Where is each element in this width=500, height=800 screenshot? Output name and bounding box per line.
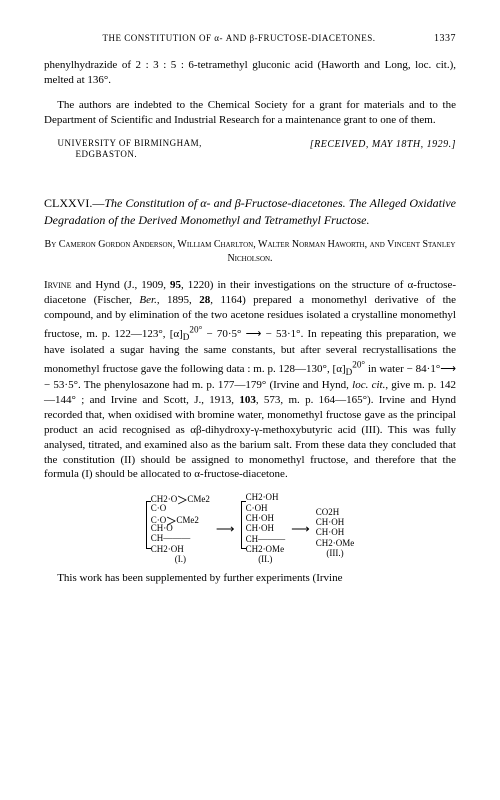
final-para: This work has been supplemented by furth… (44, 571, 456, 586)
structure-2: CH2·OH C·OH CH·OH CH·OH CH——— CH2·OMe (I… (241, 492, 286, 564)
running-head-text: THE CONSTITUTION OF α- AND β-FRUCTOSE-DI… (103, 33, 376, 43)
page-number: 1337 (434, 32, 456, 46)
intro-para: phenylhydrazide of 2 : 3 : 5 : 6-tetrame… (44, 58, 456, 88)
affiliation-line1: University of Birmingham, (58, 138, 202, 148)
received: [Received, May 18th, 1929.] (310, 138, 456, 151)
arrow-1: ⟶ (216, 520, 235, 538)
authors: By Cameron Gordon Anderson, William Char… (44, 238, 456, 266)
label-3: (III.) (326, 548, 343, 558)
body-para: Irvine and Hynd (J., 1909, 95, 1220) in … (44, 278, 456, 482)
affiliation: University of Birmingham, [Received, May… (58, 138, 457, 161)
structure-1: CH2·O>CMe2 C·O C·O>CMe2 CH·O CH——— CH2·O… (146, 492, 210, 564)
ack-para: The authors are indebted to the Chemical… (44, 98, 456, 128)
structure-3: CO2H CH·OH CH·OH CH2·OMe (III.) (316, 507, 355, 559)
title-text: The Constitution of α- and β-Fructose-di… (44, 196, 456, 227)
article-title: CLXXVI.—The Constitution of α- and β-Fru… (44, 195, 456, 229)
label-1: (I.) (175, 554, 186, 564)
reaction-scheme: CH2·O>CMe2 C·O C·O>CMe2 CH·O CH——— CH2·O… (44, 492, 456, 564)
body-text: and Hynd (J., 1909, 95, 1220) in their i… (44, 279, 456, 480)
affiliation-line2: Edgbaston. (76, 149, 138, 159)
arrow-2: ⟶ (291, 520, 310, 538)
running-head: THE CONSTITUTION OF α- AND β-FRUCTOSE-DI… (44, 32, 456, 44)
article-number: CLXXVI.— (44, 196, 104, 210)
label-2: (II.) (258, 554, 272, 564)
